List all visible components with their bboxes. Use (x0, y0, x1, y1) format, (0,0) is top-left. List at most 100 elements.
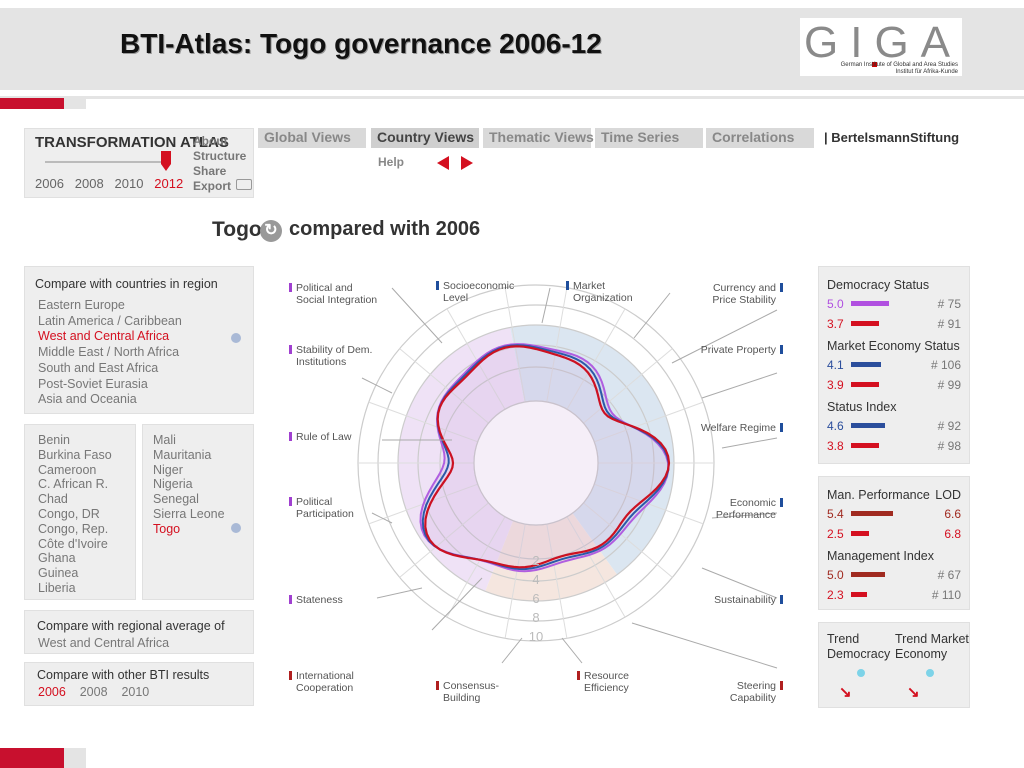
country-list-item[interactable]: Niger (153, 462, 183, 477)
radar-leader-line (541, 287, 551, 324)
country-list-item[interactable]: Chad (38, 492, 68, 507)
country-list-item[interactable]: Ghana (38, 551, 76, 566)
trend-democracy-dot-icon (857, 669, 865, 677)
country-list-item[interactable]: Congo, Rep. (38, 521, 109, 536)
year-2010[interactable]: 2010 (114, 176, 144, 191)
radar-spoke (546, 523, 568, 639)
help-link[interactable]: Help (378, 155, 405, 169)
country-list-item[interactable]: Cameroon (38, 462, 97, 477)
country-list-item[interactable]: Sierra Leone (153, 506, 225, 521)
header-divider (0, 96, 1024, 99)
democracy-2006-rank: # 91 (937, 317, 961, 331)
giga-logo: GIGA German Institute of Global and Area… (800, 18, 962, 76)
year-slider-track[interactable] (45, 161, 169, 163)
other-results-panel: Compare with other BTI results 2006 2008… (24, 662, 254, 706)
radar-label: Private Property (701, 344, 783, 357)
year-2012[interactable]: 2012 (154, 176, 184, 191)
result-year-2008[interactable]: 2008 (79, 685, 108, 699)
man-perf-2012-value: 5.4 (827, 507, 844, 521)
radar-label-marker-icon (780, 681, 783, 690)
region-list-item[interactable]: Middle East / North Africa (38, 345, 180, 360)
radar-spoke (583, 348, 673, 424)
status-2006-rank: # 98 (937, 439, 961, 453)
radar-label-text: Sustainability (714, 594, 776, 606)
country-list-item[interactable]: Liberia (38, 580, 76, 595)
status-index-title: Status Index (827, 400, 897, 414)
about-link[interactable]: About (193, 134, 228, 148)
result-year-2006[interactable]: 2006 (38, 685, 66, 699)
country-list-item[interactable]: Nigeria (153, 477, 193, 492)
tab-time-series[interactable]: Time Series (595, 128, 703, 148)
radar-label-marker-icon (780, 283, 783, 292)
country-selected-icon (231, 523, 241, 533)
next-arrow-icon[interactable] (461, 156, 473, 170)
logo-red-square (872, 62, 877, 67)
tab-correlations[interactable]: Correlations (706, 128, 814, 148)
man-perf-2006-bar (851, 531, 869, 536)
tab-country-views[interactable]: Country Views (371, 128, 479, 148)
region-list-item[interactable]: Latin America / Caribbean (38, 313, 182, 328)
refresh-icon[interactable]: ↻ (260, 220, 282, 242)
trend-democracy-title: Trend Democracy (827, 632, 891, 661)
accent-bar-top-grey (64, 98, 86, 109)
radar-label-marker-icon (780, 345, 783, 354)
democracy-2006-bar (851, 321, 879, 326)
country-list-2: Mali Mauritania Niger Nigeria Senegal Sierra … (153, 433, 225, 537)
radar-label: Welfare Regime (701, 422, 783, 435)
radar-label-text: Stability of Dem. Institutions (296, 344, 373, 368)
share-link[interactable]: Share (193, 164, 227, 178)
country-list-item[interactable]: Senegal (153, 492, 199, 507)
radar-label-text: Resource Efficiency (584, 670, 629, 694)
region-list-item[interactable]: Asia and Oceania (38, 392, 137, 407)
country-list-item[interactable]: Congo, DR (38, 506, 100, 521)
country-list-item[interactable]: Côte d'Ivoire (38, 536, 108, 551)
region-list-item[interactable]: West and Central Africa (38, 329, 170, 344)
prev-arrow-icon[interactable] (437, 156, 449, 170)
country-list-item[interactable]: Burkina Faso (38, 447, 112, 462)
trend-market-arrow-icon: ↘ (907, 684, 920, 701)
year-2006[interactable]: 2006 (35, 176, 64, 191)
structure-link[interactable]: Structure (193, 149, 247, 163)
radar-label: Economic Performance (692, 497, 783, 521)
region-list-item[interactable]: Eastern Europe (38, 298, 125, 312)
radar-label-text: Rule of Law (296, 431, 352, 443)
radar-leader-line (561, 637, 583, 664)
region-list-item[interactable]: Post-Soviet Eurasia (38, 376, 148, 391)
country-list-item[interactable]: Benin (38, 433, 70, 447)
radar-label-marker-icon (436, 681, 439, 690)
radar-curves (419, 343, 671, 573)
tab-thematic-views[interactable]: Thematic Views (483, 128, 594, 148)
market-2012-rank: # 106 (930, 358, 961, 372)
lod-2012-value: 6.6 (944, 507, 961, 521)
result-year-2010[interactable]: 2010 (121, 685, 150, 699)
country-list-item[interactable]: Mali (153, 433, 176, 447)
year-2008[interactable]: 2008 (74, 176, 104, 191)
country-list-item[interactable]: C. African R. (38, 477, 109, 492)
trend-market-title: Trend Market Economy (895, 632, 969, 661)
radar-label-text: Political and Social Integration (296, 282, 378, 306)
export-icon[interactable] (236, 179, 252, 190)
radar-leader-line (721, 437, 778, 449)
other-results-years: 2006 2008 2010 (38, 685, 149, 699)
regional-average-title: Compare with regional average of (37, 619, 225, 633)
regional-average-panel: Compare with regional average of West an… (24, 610, 254, 654)
country-list-item[interactable]: Togo (153, 521, 181, 536)
status-2012-rank: # 92 (937, 419, 961, 433)
regional-average-value[interactable]: West and Central Africa (38, 636, 170, 650)
radar-label: Steering Capability (692, 680, 783, 704)
trend-market-dot-icon (926, 669, 934, 677)
radar-label-marker-icon (289, 283, 292, 292)
country-list-item[interactable]: Guinea (38, 566, 79, 581)
country-panel-2: Mali Mauritania Niger Nigeria Senegal Sierra … (142, 424, 254, 600)
status-2012-bar (851, 423, 885, 428)
export-link[interactable]: Export (193, 179, 232, 193)
mgmt-2006-value: 2.3 (827, 588, 844, 602)
country-list-item[interactable]: Mauritania (153, 447, 212, 462)
radar-leader-line (631, 622, 778, 669)
year-slider-handle[interactable] (161, 151, 171, 171)
region-list-item[interactable]: South and East Africa (38, 360, 159, 375)
radar-leader-line (501, 637, 523, 664)
radar-label-text: Consensus-Building (443, 680, 500, 704)
tab-global-views[interactable]: Global Views (258, 128, 366, 148)
mgmt-2012-value: 5.0 (827, 568, 844, 582)
